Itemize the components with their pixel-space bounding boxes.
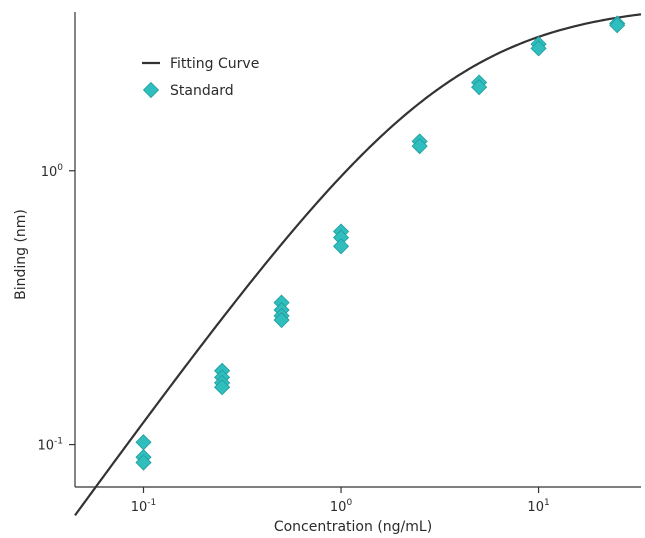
y-tick-label-base: 10 <box>37 439 54 454</box>
x-tick-label-base: 10 <box>527 500 544 515</box>
axis-labels: Concentration (ng/mL) Binding (nm) <box>13 209 432 535</box>
standard-point <box>135 434 152 451</box>
standard-point <box>273 311 290 329</box>
standard-point <box>135 454 152 471</box>
y-axis-label: Binding (nm) <box>13 209 29 300</box>
x-tick-label-exponent: 1 <box>544 498 550 508</box>
standard-point <box>332 238 350 255</box>
y-tick-label-exponent: -1 <box>54 437 63 447</box>
x-tick-label: 100 <box>330 498 353 515</box>
x-tick-label-base: 10 <box>330 500 347 515</box>
y-tick-label: 10-1 <box>37 437 63 454</box>
legend-standard-label: Standard <box>170 83 234 99</box>
y-tick-label-exponent: 0 <box>57 163 63 173</box>
standard-point <box>411 138 428 155</box>
x-tick-label-exponent: 0 <box>346 498 352 508</box>
y-tick-label-base: 10 <box>41 165 58 180</box>
x-tick-label: 101 <box>527 498 549 515</box>
standard-point <box>609 17 626 34</box>
fitting-curve-line <box>74 13 642 516</box>
x-tick-label-exponent: -1 <box>147 498 156 508</box>
x-axis-label: Concentration (ng/mL) <box>274 519 432 535</box>
y-tick-label: 100 <box>41 163 64 180</box>
legend-standard-swatch <box>142 81 160 99</box>
x-tick-label-base: 10 <box>131 500 148 515</box>
standard-point <box>530 40 547 57</box>
fitting-curve-layer <box>74 13 642 516</box>
legend: Fitting Curve Standard <box>142 56 259 99</box>
standard-point <box>471 79 488 96</box>
legend-fitting-curve-label: Fitting Curve <box>170 56 259 72</box>
standard-points-layer <box>135 15 626 471</box>
standard-point <box>214 379 231 396</box>
x-tick-label: 10-1 <box>131 498 157 515</box>
